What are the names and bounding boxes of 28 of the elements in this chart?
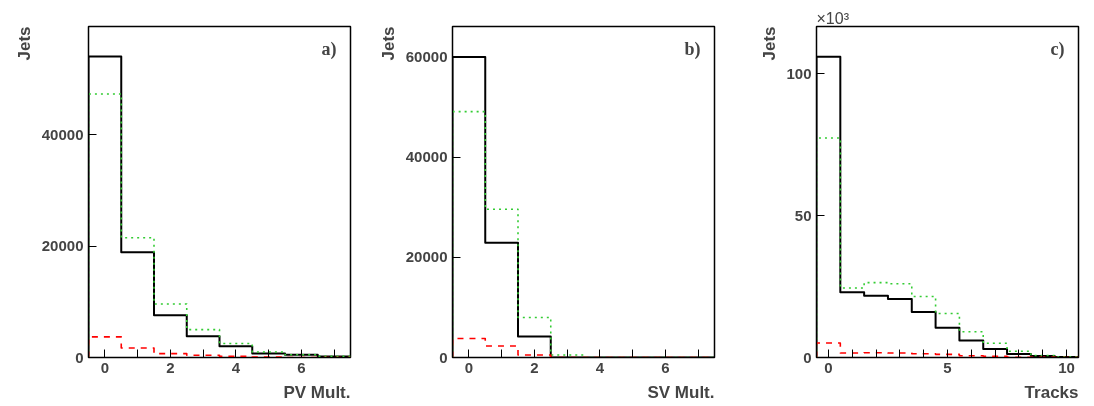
- x-tick-label: 0: [464, 358, 474, 376]
- x-tick-label: 0: [824, 358, 833, 376]
- y-tick-label: 40000: [41, 125, 84, 143]
- y-axis-title: Jets: [378, 26, 398, 61]
- y-axis-title: Jets: [14, 26, 34, 61]
- y-tick-label: 50: [794, 206, 812, 224]
- y-tick-label: 20000: [405, 248, 448, 266]
- x-tick-label: 2: [166, 358, 175, 376]
- annotation: c): [1050, 38, 1065, 60]
- x-tick-label: 4: [231, 358, 241, 376]
- annotation: ×10³: [816, 9, 850, 27]
- x-tick-label: 4: [595, 358, 605, 376]
- x-tick-label: 0: [100, 358, 110, 376]
- y-tick-label: 100: [786, 64, 812, 82]
- x-tick-label: 2: [530, 358, 539, 376]
- y-tick-label: 40000: [405, 148, 448, 166]
- y-axis-title: Jets: [759, 26, 779, 61]
- x-axis-title: SV Mult.: [647, 382, 715, 402]
- annotation: a): [321, 38, 337, 60]
- y-tick-label: 20000: [41, 237, 84, 255]
- annotation: b): [684, 38, 701, 60]
- x-axis-title: Tracks: [1024, 382, 1079, 402]
- x-tick-label: 5: [943, 358, 952, 376]
- x-tick-label: 6: [297, 358, 306, 376]
- x-axis-title: PV Mult.: [283, 382, 351, 402]
- y-tick-label: 60000: [405, 48, 448, 66]
- x-tick-label: 10: [1058, 358, 1075, 376]
- x-tick-label: 6: [661, 358, 670, 376]
